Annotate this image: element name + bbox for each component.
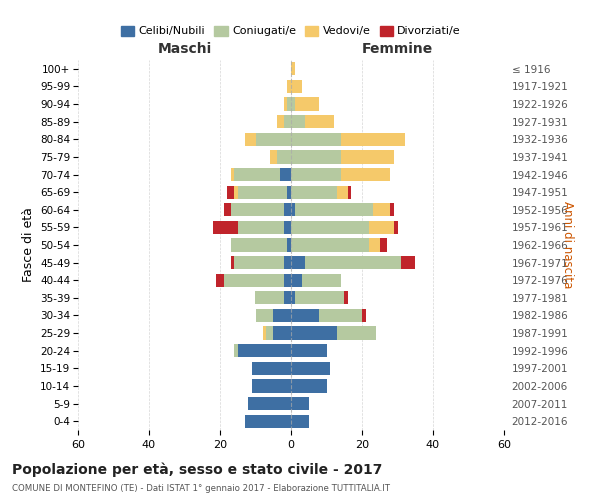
Bar [291,362,330,375]
Bar [302,274,341,287]
Bar [291,309,319,322]
Bar [227,186,234,198]
Y-axis label: Anni di nascita: Anni di nascita [561,202,574,288]
Bar [234,256,284,269]
Legend: Celibi/Nubili, Coniugati/e, Vedovi/e, Divorziati/e: Celibi/Nubili, Coniugati/e, Vedovi/e, Di… [116,21,466,41]
Bar [245,414,291,428]
Bar [291,186,337,198]
Text: Popolazione per età, sesso e stato civile - 2017: Popolazione per età, sesso e stato civil… [12,462,382,477]
Bar [234,344,238,358]
Bar [252,362,291,375]
Bar [280,168,291,181]
Bar [273,309,291,322]
Bar [291,414,309,428]
Bar [234,168,280,181]
Bar [284,115,291,128]
Bar [295,203,373,216]
Bar [291,203,295,216]
Bar [319,309,362,322]
Bar [238,221,284,234]
Bar [230,238,287,252]
Bar [238,344,291,358]
Bar [291,115,305,128]
Bar [291,80,302,93]
Text: Maschi: Maschi [157,42,212,56]
Bar [291,132,341,146]
Bar [284,274,291,287]
Bar [287,186,291,198]
Bar [305,115,334,128]
Bar [291,168,341,181]
Bar [287,98,291,110]
Bar [291,344,326,358]
Bar [341,132,404,146]
Bar [284,98,287,110]
Bar [291,150,341,164]
Bar [230,168,234,181]
Bar [273,326,291,340]
Bar [213,221,238,234]
Bar [394,221,398,234]
Bar [348,186,352,198]
Y-axis label: Fasce di età: Fasce di età [22,208,35,282]
Bar [305,256,401,269]
Bar [295,291,344,304]
Bar [295,98,319,110]
Bar [291,397,309,410]
Bar [277,115,284,128]
Bar [380,238,387,252]
Bar [245,132,256,146]
Bar [373,203,391,216]
Bar [284,203,291,216]
Bar [224,203,230,216]
Bar [284,291,291,304]
Bar [337,186,348,198]
Bar [344,291,348,304]
Bar [291,238,369,252]
Bar [341,150,394,164]
Bar [248,397,291,410]
Bar [369,221,394,234]
Bar [284,256,291,269]
Bar [252,380,291,392]
Bar [291,221,369,234]
Bar [230,203,284,216]
Bar [256,291,284,304]
Bar [230,256,234,269]
Bar [291,98,295,110]
Bar [284,221,291,234]
Bar [401,256,415,269]
Bar [256,132,291,146]
Bar [217,274,224,287]
Bar [337,326,376,340]
Bar [291,274,302,287]
Bar [341,168,391,181]
Bar [287,80,291,93]
Bar [224,274,284,287]
Bar [391,203,394,216]
Text: COMUNE DI MONTEFINO (TE) - Dati ISTAT 1° gennaio 2017 - Elaborazione TUTTITALIA.: COMUNE DI MONTEFINO (TE) - Dati ISTAT 1°… [12,484,390,493]
Bar [270,150,277,164]
Bar [266,326,273,340]
Bar [291,326,337,340]
Bar [287,238,291,252]
Bar [369,238,380,252]
Bar [234,186,238,198]
Bar [277,150,291,164]
Bar [291,62,295,76]
Text: Femmine: Femmine [362,42,433,56]
Bar [263,326,266,340]
Bar [238,186,287,198]
Bar [291,380,326,392]
Bar [291,291,295,304]
Bar [291,256,305,269]
Bar [362,309,365,322]
Bar [256,309,273,322]
